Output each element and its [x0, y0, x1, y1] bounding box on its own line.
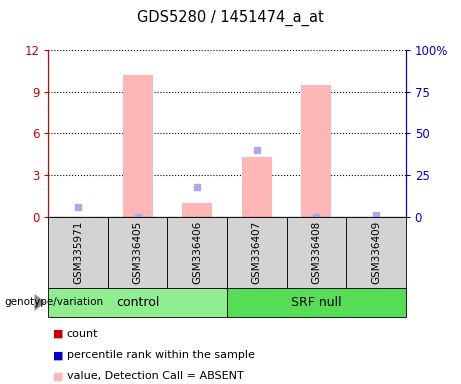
Text: count: count	[67, 329, 98, 339]
Point	[372, 212, 379, 218]
Bar	[346, 217, 406, 288]
Text: GSM336407: GSM336407	[252, 221, 262, 284]
Text: ■: ■	[53, 371, 64, 381]
Bar	[242, 157, 272, 217]
Point	[134, 214, 142, 220]
Bar	[167, 217, 227, 288]
Point	[75, 204, 82, 210]
Text: GSM336406: GSM336406	[192, 221, 202, 284]
Point	[313, 214, 320, 220]
Bar	[183, 203, 212, 217]
Text: control: control	[116, 296, 160, 309]
Point	[253, 147, 260, 153]
Text: GSM336405: GSM336405	[133, 221, 143, 284]
Bar	[48, 217, 108, 288]
Point	[194, 184, 201, 190]
Text: SRF null: SRF null	[291, 296, 342, 309]
Bar	[123, 75, 153, 217]
Text: GSM336409: GSM336409	[371, 221, 381, 284]
Bar	[48, 288, 227, 317]
Text: genotype/variation: genotype/variation	[5, 297, 104, 308]
Bar	[108, 217, 167, 288]
Text: ■: ■	[53, 329, 64, 339]
Text: ■: ■	[53, 350, 64, 360]
Text: value, Detection Call = ABSENT: value, Detection Call = ABSENT	[67, 371, 243, 381]
Bar	[227, 288, 406, 317]
Text: GDS5280 / 1451474_a_at: GDS5280 / 1451474_a_at	[137, 10, 324, 26]
Text: percentile rank within the sample: percentile rank within the sample	[67, 350, 255, 360]
Bar	[287, 217, 346, 288]
Bar	[301, 85, 331, 217]
Text: GSM335971: GSM335971	[73, 221, 83, 284]
Polygon shape	[35, 294, 45, 311]
Bar	[227, 217, 287, 288]
Text: GSM336408: GSM336408	[311, 221, 321, 284]
